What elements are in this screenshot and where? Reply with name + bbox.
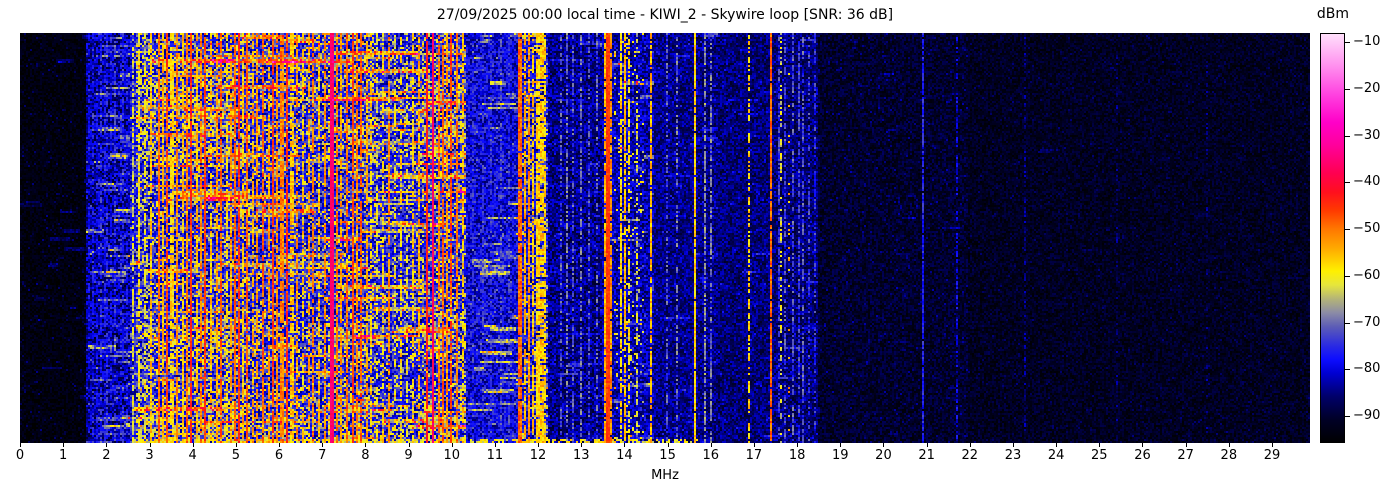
x-tick <box>926 443 928 447</box>
x-tick <box>581 443 583 447</box>
x-tick <box>624 443 626 447</box>
x-tick <box>1012 443 1014 447</box>
x-tick-label: 7 <box>318 448 327 463</box>
colorbar-tick <box>1345 42 1350 44</box>
x-tick <box>451 443 453 447</box>
x-tick <box>322 443 324 447</box>
colorbar-tick <box>1345 229 1350 231</box>
x-tick <box>710 443 712 447</box>
x-tick <box>1185 443 1187 447</box>
x-tick <box>797 443 799 447</box>
colorbar-tick-label: −40 <box>1353 174 1381 190</box>
x-tick <box>667 443 669 447</box>
x-tick <box>106 443 108 447</box>
x-tick-label: 16 <box>702 448 720 463</box>
x-tick <box>1272 443 1273 447</box>
colorbar-tick <box>1345 135 1350 137</box>
colorbar-tick-label: −60 <box>1353 267 1381 283</box>
x-tick <box>969 443 971 447</box>
x-tick <box>192 443 194 447</box>
x-tick-label: 24 <box>1047 448 1065 463</box>
x-tick <box>840 443 842 447</box>
x-tick-label: 20 <box>875 448 892 463</box>
x-tick-label: 22 <box>961 448 979 463</box>
x-tick-label: 27 <box>1177 448 1194 463</box>
x-tick-label: 14 <box>616 448 633 463</box>
x-tick-label: 18 <box>788 448 806 463</box>
colorbar-tick-label: −20 <box>1353 81 1381 97</box>
x-tick-label: 21 <box>918 448 935 463</box>
colorbar-tick <box>1345 369 1350 371</box>
x-tick-label: 13 <box>572 448 590 463</box>
x-tick-label: 23 <box>1004 448 1022 463</box>
colorbar-tick-label: −70 <box>1353 314 1381 330</box>
waterfall-canvas <box>20 33 1310 443</box>
x-tick <box>63 443 65 447</box>
x-tick <box>408 443 410 447</box>
colorbar-label: dBm <box>1316 6 1350 22</box>
colorbar-tick-label: −30 <box>1353 127 1381 143</box>
x-tick <box>1056 443 1058 447</box>
x-tick <box>883 443 885 447</box>
x-tick-label: 2 <box>102 448 111 463</box>
x-tick-label: 19 <box>831 448 849 463</box>
x-tick-label: 8 <box>361 448 370 463</box>
x-tick-label: 29 <box>1263 448 1281 463</box>
x-axis-label: MHz <box>651 468 679 483</box>
x-tick <box>1142 443 1144 447</box>
x-tick-label: 6 <box>274 448 284 463</box>
colorbar-tick-label: −10 <box>1353 34 1381 50</box>
x-tick <box>494 443 496 447</box>
colorbar-tick <box>1345 89 1350 91</box>
x-tick-label: 25 <box>1091 448 1108 463</box>
x-tick <box>538 443 540 447</box>
x-tick <box>753 443 755 447</box>
x-tick-label: 26 <box>1134 448 1151 463</box>
x-tick-label: 28 <box>1220 448 1238 463</box>
x-tick-label: 4 <box>188 448 197 463</box>
x-tick-label: 12 <box>529 448 547 463</box>
x-tick <box>20 443 21 447</box>
x-tick-label: 3 <box>145 448 154 463</box>
x-tick-label: 10 <box>443 448 460 463</box>
colorbar-tick <box>1345 182 1350 184</box>
x-tick-label: 1 <box>59 448 68 463</box>
x-tick-label: 15 <box>659 448 676 463</box>
colorbar-tick <box>1345 275 1350 277</box>
x-tick-label: 9 <box>404 448 413 463</box>
colorbar-tick-label: −50 <box>1353 221 1381 237</box>
x-tick-label: 17 <box>745 448 763 463</box>
colorbar-tick-label: −90 <box>1353 407 1381 423</box>
colorbar-tick-label: −80 <box>1353 361 1381 377</box>
x-tick <box>1228 443 1230 447</box>
chart-title: 27/09/2025 00:00 local time - KIWI_2 - S… <box>436 7 894 23</box>
x-tick <box>279 443 281 447</box>
x-tick <box>235 443 237 447</box>
colorbar <box>1320 33 1345 443</box>
colorbar-tick <box>1345 322 1350 324</box>
x-tick <box>365 443 367 447</box>
x-tick-label: 5 <box>231 448 240 463</box>
colorbar-tick <box>1345 415 1350 417</box>
x-tick <box>1099 443 1101 447</box>
x-tick-label: 11 <box>486 448 504 463</box>
x-tick-label: 0 <box>15 448 25 463</box>
x-tick <box>149 443 151 447</box>
